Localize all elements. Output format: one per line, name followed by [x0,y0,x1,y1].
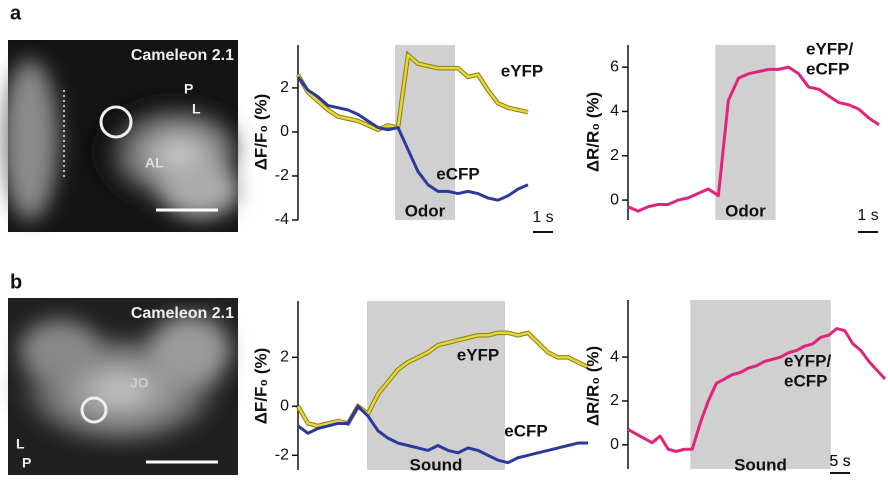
series-line [296,53,529,131]
stimulus-shade [367,301,505,470]
image-title: Cameleon 2.1 [131,305,234,322]
series-line [297,404,588,465]
stimulus-label: Sound [734,455,787,474]
series-label: eYFP [501,61,544,80]
scale-bar-label: 1 s [857,207,878,224]
image-label: P [22,455,31,471]
series-line [627,327,887,453]
series-label: eYFP [457,345,500,364]
image-panel: Cameleon 2.1 JO L P [8,298,238,475]
y-tick-label: 0 [280,123,289,140]
y-tick-label: 4 [610,348,619,365]
y-tick-label: -2 [275,447,289,464]
image-label: L [16,436,25,452]
y-tick-label: 0 [610,191,619,208]
y-tick-label: -4 [275,211,289,228]
scale-bar-label: 1 s [532,209,553,226]
y-tick-label: 2 [280,349,289,366]
image-label: P [184,81,193,97]
y-tick-label: 6 [610,58,619,75]
y-tick-label: -2 [275,167,289,184]
series-line [296,76,529,202]
y-tick-label: 4 [610,103,619,120]
panel-letter: b [10,271,22,293]
y-tick-label: 0 [280,398,289,415]
stimulus-label: Sound [410,455,463,474]
series-label: eYFP/ [784,351,832,370]
panel-letter: a [10,2,22,24]
series-label: eCFP [504,421,547,440]
image-title: Cameleon 2.1 [131,47,234,64]
y-axis-label: ΔR/R₀ (%) [583,346,602,426]
image-label: L [192,101,201,117]
series-line [627,65,880,213]
scale-bar-label: 5 s [829,453,850,470]
series-label: eCFP [784,371,827,390]
stimulus-shade [690,300,831,469]
image-label: JO [130,375,149,391]
stimulus-label: Odor [405,201,446,220]
y-tick-label: 2 [610,147,619,164]
series-label: eYFP/ [806,39,854,58]
y-axis-label: ΔR/R₀ (%) [583,92,602,172]
y-axis-label: ΔF/F₀ (%) [251,348,270,425]
image-panel: Cameleon 2.1 P L AL [2,40,240,232]
scale-bar-label: 5 s [829,453,850,470]
stimulus-label: Odor [725,201,766,220]
y-tick-label: 0 [610,436,619,453]
y-tick-label: 2 [280,79,289,96]
image-label: AL [145,155,164,171]
series-label: eCFP [806,59,849,78]
series-label: eCFP [436,164,479,183]
y-tick-label: 2 [610,392,619,409]
y-axis-label: ΔF/F₀ (%) [251,94,270,171]
